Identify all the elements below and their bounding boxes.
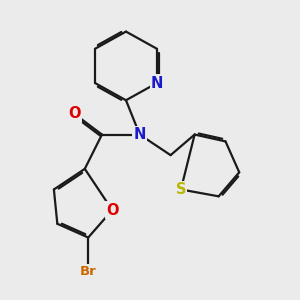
Text: N: N <box>151 76 163 91</box>
Text: O: O <box>68 106 81 122</box>
Text: N: N <box>134 127 146 142</box>
Text: Br: Br <box>80 265 97 278</box>
Text: O: O <box>106 202 118 217</box>
Text: S: S <box>176 182 186 197</box>
